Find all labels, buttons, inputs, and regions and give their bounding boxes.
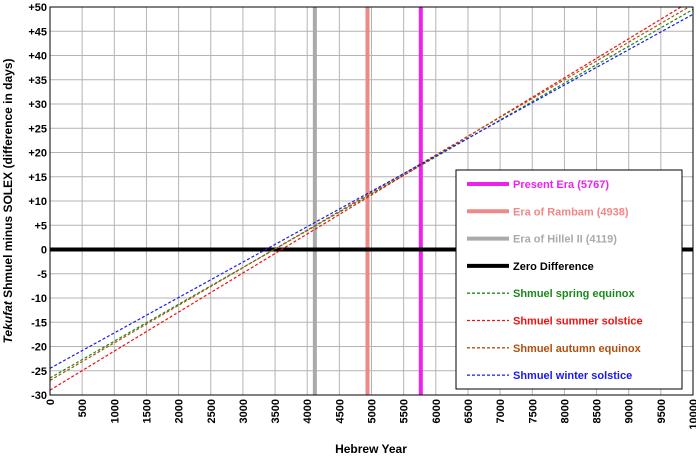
y-tick-label: +40 — [28, 51, 47, 63]
legend-box — [455, 169, 683, 390]
x-tick-label: 2000 — [174, 399, 186, 423]
plot-frame — [49, 6, 694, 396]
x-tick-label: 9500 — [656, 399, 668, 423]
y-tick-label: +5 — [34, 220, 47, 232]
x-tick-label: 500 — [77, 399, 89, 417]
x-tick-label: 3000 — [238, 399, 250, 423]
x-tick-label: 4000 — [302, 399, 314, 423]
x-tick-label: 1000 — [109, 399, 121, 423]
legend-label: Shmuel spring equinox — [513, 288, 636, 300]
y-tick-label: +35 — [28, 75, 47, 87]
x-tick-label: 9000 — [624, 399, 636, 423]
legend-label: Zero Difference — [513, 261, 594, 273]
series-line — [50, 8, 693, 379]
x-tick-label: 7500 — [527, 399, 539, 423]
y-tick-label: +20 — [28, 148, 47, 160]
x-tick-labels: 0 500 1000 1500 2000 2500 3000 3500 4000 4500 5000… — [45, 399, 696, 430]
x-tick-label: 2500 — [206, 399, 218, 423]
vertical-markers — [312, 7, 423, 395]
y-tick-label: +25 — [28, 123, 47, 135]
y-tick-label: -30 — [31, 390, 47, 402]
y-tick-label: +15 — [28, 172, 47, 184]
legend-label: Shmuel summer solstice — [513, 316, 643, 328]
y-axis-title: Tekufat Shmuel minus SOLEX (difference i… — [1, 59, 15, 344]
y-tick-label: -5 — [37, 269, 47, 281]
y-tick-label: +10 — [28, 196, 47, 208]
x-tick-label: 4500 — [334, 399, 346, 423]
x-tick-label: 10000 — [688, 399, 696, 430]
legend-label: Shmuel autumn equinox — [513, 343, 642, 355]
y-tick-labels: +50+45+40+35+30+25+20+15+10+50-5-10-15-2… — [28, 2, 47, 402]
series-line — [50, 7, 683, 391]
series-lines — [50, 7, 693, 391]
x-tick-label: 1500 — [141, 399, 153, 423]
x-tick-label: 5500 — [399, 399, 411, 423]
x-tick-label: 8000 — [559, 399, 571, 423]
series-line — [50, 13, 693, 369]
y-tick-label: +45 — [28, 26, 47, 38]
y-tick-label: -15 — [31, 317, 47, 329]
x-axis-title: Hebrew Year — [335, 442, 407, 456]
series-line — [50, 7, 691, 381]
legend-label: Present Era (5767) — [513, 179, 609, 191]
x-tick-label: 0 — [45, 399, 57, 405]
legend-label: Era of Rambam (4938) — [513, 206, 629, 218]
y-tick-label: -25 — [31, 366, 47, 378]
x-tick-label: 6500 — [463, 399, 475, 423]
x-tick-label: 3500 — [270, 399, 282, 423]
y-tick-label: -20 — [31, 342, 47, 354]
x-tick-label: 7000 — [495, 399, 507, 423]
y-tick-label: 0 — [41, 245, 47, 257]
legend-label: Era of Hillel II (4119) — [513, 234, 617, 246]
x-tick-label: 6000 — [431, 399, 443, 423]
x-tick-label: 8500 — [592, 399, 604, 423]
y-axis-title-italic: Tekufat — [1, 300, 15, 343]
y-axis-title-rest: Shmuel minus SOLEX (difference in days) — [1, 59, 15, 302]
y-tick-label: +30 — [28, 99, 47, 111]
x-tick-label: 5000 — [367, 399, 379, 423]
legend: Present Era (5767) Era of Rambam (4938) Er… — [455, 169, 683, 390]
y-tick-label: +50 — [28, 2, 47, 14]
y-tick-label: -10 — [31, 293, 47, 305]
legend-label: Shmuel winter solstice — [513, 370, 632, 382]
